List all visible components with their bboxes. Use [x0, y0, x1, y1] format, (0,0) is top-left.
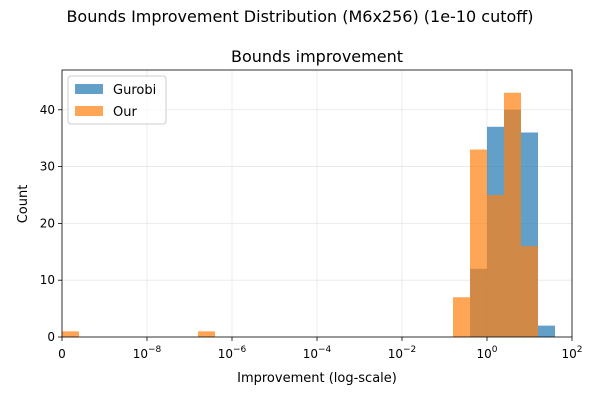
our-bar: [198, 331, 215, 337]
x-tick-label: 10−4: [303, 345, 332, 361]
x-tick-base: 10: [476, 347, 491, 361]
y-tick-label: 40: [40, 103, 55, 117]
x-tick-exponent: −6: [233, 345, 247, 355]
x-tick-base: 0: [58, 347, 66, 361]
x-tick-label: 102: [561, 345, 582, 361]
chart-title: Bounds improvement: [231, 47, 403, 66]
x-tick-base: 10: [218, 347, 233, 361]
our-bar: [453, 297, 470, 337]
figure-suptitle: Bounds Improvement Distribution (M6x256)…: [66, 7, 533, 26]
legend: Gurobi Our: [67, 75, 167, 125]
y-axis-label: Count: [16, 185, 31, 224]
y-tick-label: 20: [40, 216, 55, 230]
y-tick-label: 0: [47, 330, 55, 344]
y-tick-label: 30: [40, 160, 55, 174]
gurobi-bar: [538, 325, 555, 337]
x-tick-exponent: 0: [492, 345, 498, 355]
x-tick-label: 10−8: [133, 345, 162, 361]
x-tick-label: 10−2: [388, 345, 417, 361]
x-tick-base: 10: [561, 347, 576, 361]
x-tick-exponent: −4: [318, 345, 332, 355]
histogram-bars: [62, 92, 555, 338]
legend-swatch-our: [75, 106, 103, 116]
x-tick-exponent: −2: [403, 345, 416, 355]
x-tick-exponent: −8: [148, 345, 162, 355]
y-tick-label: 10: [40, 273, 55, 287]
our-bar: [62, 331, 79, 337]
x-tick-label: 100: [476, 345, 497, 361]
legend-label-our: Our: [113, 105, 137, 120]
x-axis-label: Improvement (log-scale): [237, 371, 397, 386]
our-bar: [504, 92, 521, 337]
legend-swatch-gurobi: [75, 84, 103, 94]
x-tick-label: 0: [58, 347, 66, 361]
x-tick-base: 10: [303, 347, 318, 361]
our-bar: [470, 149, 487, 337]
x-tick-base: 10: [388, 347, 403, 361]
our-bar: [521, 246, 538, 337]
our-bar: [487, 194, 504, 337]
x-tick-exponent: 2: [577, 345, 583, 355]
x-tick-label: 10−6: [218, 345, 247, 361]
legend-label-gurobi: Gurobi: [113, 83, 156, 98]
x-tick-base: 10: [133, 347, 148, 361]
